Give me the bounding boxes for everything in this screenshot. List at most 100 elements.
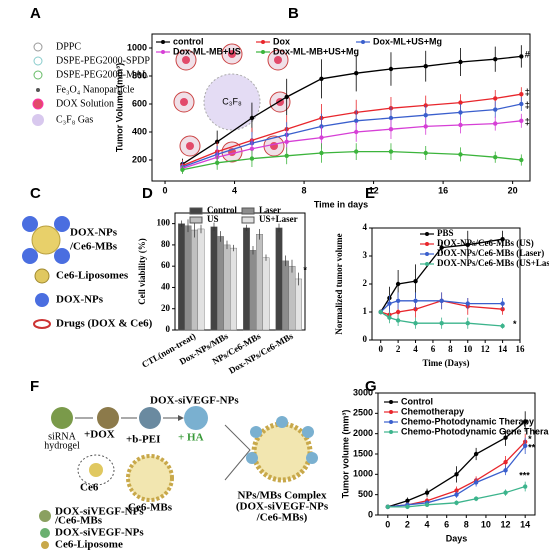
y-axis-label: Normalized tumor volume: [334, 233, 344, 334]
data-point: [385, 504, 391, 510]
x-axis-label: Time (Days): [422, 358, 469, 368]
legend-label: Dox-ML-MB+US: [173, 46, 241, 56]
legend-marker: [261, 50, 265, 54]
diagram-c: DOX-NPs /Ce6-MBs Ce6-Liposomes DOX-NPs D…: [22, 216, 153, 330]
data-point: [519, 101, 524, 107]
data-point: [405, 498, 410, 503]
data-point: [395, 281, 401, 287]
legend-marker: [361, 40, 365, 44]
legend-label: US: [207, 214, 219, 224]
x-tick-label: 8: [448, 344, 453, 354]
data-point: [522, 484, 528, 489]
y-axis-label: Tumor Volume (mm³): [114, 63, 124, 152]
plot-frame: [174, 212, 306, 331]
data-point: [284, 94, 289, 100]
legend-text: Ce6-Liposomes: [56, 270, 129, 282]
icon: [33, 319, 51, 329]
data-point: [465, 301, 470, 306]
annotation: *: [513, 319, 517, 329]
data-point: [388, 115, 394, 121]
data-point: [465, 242, 470, 247]
data-point: [413, 298, 418, 303]
legend-swatch: [189, 207, 203, 215]
x-tick-label: 2: [396, 344, 401, 354]
data-point: [473, 480, 479, 485]
ce6-liposome: [77, 454, 115, 486]
data-point: [439, 298, 444, 303]
x-tick-label: 12: [481, 344, 491, 354]
legend-text: Ce6-Liposome: [55, 539, 123, 550]
icon: [33, 56, 43, 66]
y-tick-label: 80: [161, 239, 171, 249]
legend-text: DOX-siVEGF-NPs: [55, 527, 144, 539]
legend-marker: [389, 420, 393, 424]
data-point: [319, 76, 324, 82]
bar: [288, 265, 296, 331]
label: siRNA: [48, 431, 77, 442]
label: +b-PEI: [126, 434, 160, 446]
data-point: [424, 490, 430, 495]
bar: [223, 244, 231, 331]
data-point: [354, 71, 359, 76]
y-tick-label: 600: [132, 98, 147, 108]
icon: [35, 293, 49, 307]
legend-label: Chemo-Photodynamic Gene Therapy: [401, 426, 549, 436]
data-point: [387, 301, 392, 306]
annotation: ‡: [525, 117, 530, 127]
data-point: [500, 323, 505, 329]
data-point: [454, 488, 459, 493]
y-tick-label: 2000: [353, 428, 373, 438]
data-point: [503, 490, 508, 495]
bar: [197, 228, 205, 331]
data-point: [503, 435, 508, 440]
legend-text: Fe₃O₄ Nanoparticle: [56, 84, 135, 95]
data-point: [319, 150, 324, 156]
y-tick-label: 0: [363, 334, 368, 344]
particle: [184, 406, 208, 430]
data-point: [388, 149, 394, 154]
data-point: [500, 301, 505, 306]
x-tick-label: 12: [501, 519, 511, 529]
bar: [191, 229, 198, 331]
data-point: [458, 59, 463, 65]
icon: [89, 463, 103, 477]
np: [22, 248, 38, 264]
data-point: [503, 468, 508, 473]
legend-marker: [425, 242, 429, 246]
bar: [256, 234, 263, 331]
legend-marker: [161, 40, 165, 44]
icon: [32, 98, 44, 110]
data-point: [454, 472, 459, 477]
bar: [217, 236, 224, 331]
legend-marker: [389, 430, 393, 434]
y-tick-label: 4: [363, 222, 368, 232]
x-tick-label: 8: [464, 519, 469, 529]
y-tick-label: 20: [161, 303, 171, 313]
center-label: C₃F₈: [222, 96, 242, 106]
label: DOX-siVEGF-NPs: [150, 395, 239, 407]
data-point: [458, 100, 463, 105]
bar: [210, 226, 218, 331]
x-tick-label: 8: [302, 185, 307, 195]
data-point: [249, 115, 255, 121]
x-tick-label: 6: [431, 344, 436, 354]
data-point: [439, 321, 444, 326]
legend-label: Dox: [273, 36, 290, 46]
legend-marker: [425, 252, 429, 256]
x-tick-label: CTL(non-treat): [140, 331, 197, 370]
y-tick-label: 2500: [353, 408, 373, 418]
label: /Ce6-MBs): [256, 512, 308, 524]
data-point: [423, 150, 428, 156]
annotation: **: [528, 442, 536, 452]
nps: [246, 416, 318, 464]
x-axis-label: Time in days: [314, 199, 368, 209]
icon: [34, 268, 50, 284]
data-point: [493, 57, 498, 62]
data-point: [284, 139, 289, 144]
legend-text: DSPE-PEG2000-MAL: [56, 69, 148, 80]
data-point: [249, 146, 255, 151]
particle: [97, 407, 119, 429]
y-tick-label: 1: [363, 306, 368, 316]
data-point: [423, 113, 428, 118]
